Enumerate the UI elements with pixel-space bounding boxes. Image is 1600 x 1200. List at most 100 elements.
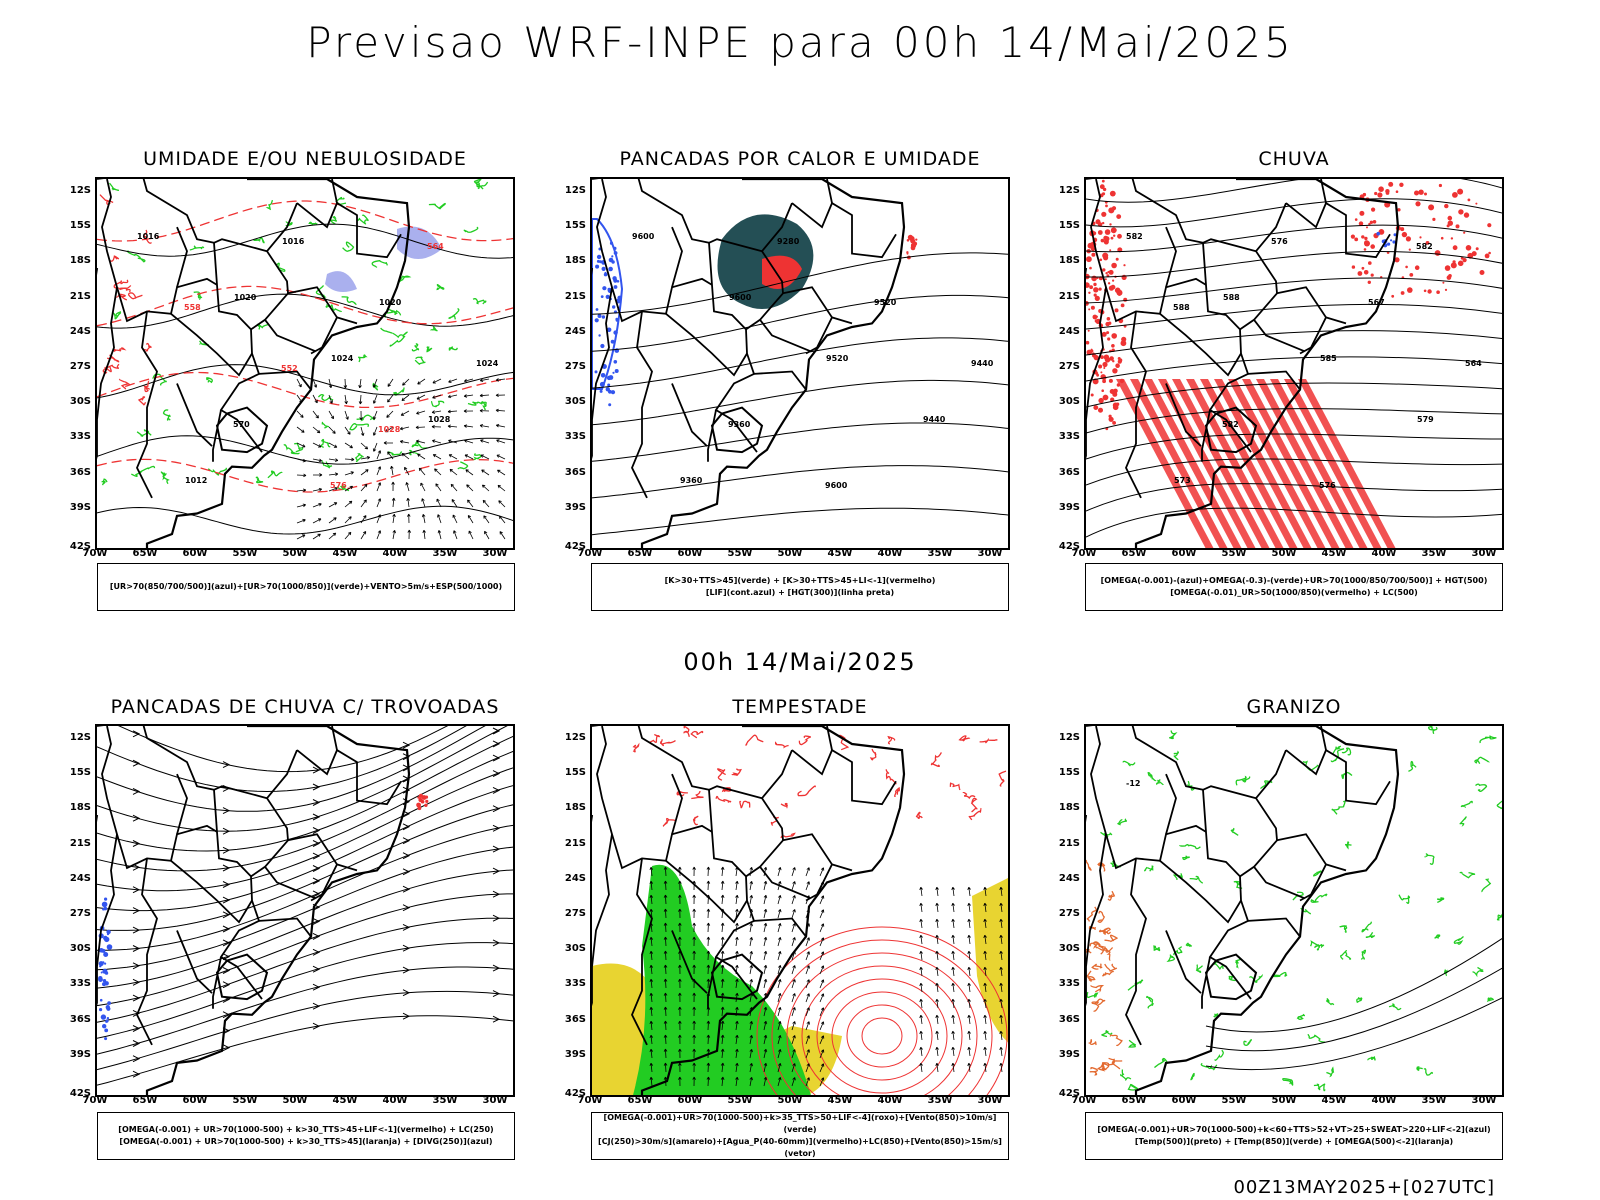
wind-vector xyxy=(777,1077,782,1087)
temp-850-contour xyxy=(1472,966,1484,978)
wind-vector xyxy=(967,934,971,945)
wind-vector xyxy=(749,1048,753,1059)
contour-label: 588 xyxy=(1173,303,1190,312)
temp-850-contour xyxy=(1314,943,1325,948)
rain-cell xyxy=(1103,235,1108,241)
country-border xyxy=(826,726,833,751)
omega-contour xyxy=(1090,985,1105,993)
humidity-contour xyxy=(137,396,147,406)
storm-cell xyxy=(417,796,420,799)
humidity-area xyxy=(325,271,357,293)
height-contour xyxy=(1086,356,1502,382)
temp-850-contour xyxy=(1436,897,1445,904)
country-border xyxy=(1086,287,1107,460)
lifted-index-cell xyxy=(610,390,616,395)
rain-cell xyxy=(1374,191,1378,196)
legend-granizo: [OMEGA(-0.001)+UR>70(1000-500)+k<60+TTS>… xyxy=(1085,1112,1503,1160)
streamline-arrow xyxy=(132,962,141,970)
water-vapor-contour xyxy=(691,790,704,800)
contour-label: 1020 xyxy=(379,298,402,307)
lon-tick-label: 65W xyxy=(1121,1095,1147,1106)
lifted-index-cell xyxy=(610,339,615,344)
humidity-contour xyxy=(476,181,489,190)
temp-850-contour xyxy=(1166,954,1176,963)
humidity-contour xyxy=(448,346,458,351)
wind-vector xyxy=(649,978,654,989)
country-border xyxy=(1090,179,1207,323)
wind-vector xyxy=(951,1030,955,1041)
rain-cell xyxy=(1359,210,1365,216)
rain-cell xyxy=(1104,278,1107,281)
lat-tick-label: 12S xyxy=(69,732,91,743)
rain-cell xyxy=(1088,308,1091,311)
wind-vector xyxy=(448,439,458,444)
wind-vector xyxy=(763,936,768,947)
lifted-index-cell xyxy=(915,238,918,241)
rain-cell xyxy=(1479,270,1485,275)
wind-vector xyxy=(935,982,939,993)
lat-tick-label: 21S xyxy=(69,837,91,849)
pressure-isobar xyxy=(97,293,513,329)
lat-tick-label: 18S xyxy=(1058,802,1080,814)
lifted-index-cell xyxy=(615,318,619,322)
water-vapor-contour xyxy=(968,807,982,821)
wind-vector xyxy=(749,880,753,891)
wind-vector xyxy=(360,469,369,476)
wind-vector xyxy=(649,1048,654,1059)
temp-850-contour xyxy=(1307,1034,1326,1043)
wind-vector xyxy=(692,992,696,1003)
streamline-arrow xyxy=(222,967,231,974)
contour-label: 1012 xyxy=(185,476,207,485)
country-border xyxy=(826,179,833,204)
humidity-contour xyxy=(119,285,132,293)
streamline-arrow xyxy=(132,1070,141,1078)
rain-cell xyxy=(1444,265,1451,271)
country-border xyxy=(753,917,807,938)
temp-850-contour xyxy=(1195,964,1203,973)
rain-cell xyxy=(1450,262,1457,269)
wind-vector xyxy=(720,922,725,933)
humidity-contour xyxy=(354,453,364,463)
legend-line: [OMEGA(-0.001)+UR>70(1000-500)+k<60+TTS>… xyxy=(1097,1125,1491,1134)
rain-cell xyxy=(1104,357,1111,363)
wind-vector xyxy=(649,964,654,975)
streamline-arrow xyxy=(492,867,501,875)
wind-vector xyxy=(763,1062,768,1073)
lagoon-outline xyxy=(1204,953,1258,1001)
rain-cell xyxy=(1385,189,1390,194)
lon-tick-label: 65W xyxy=(132,1095,158,1106)
wind-vector xyxy=(649,880,654,891)
lagoon-outline xyxy=(215,406,269,454)
wind-vector xyxy=(720,1006,725,1017)
lifted-index-cell xyxy=(612,305,616,309)
wind-vector xyxy=(777,909,782,919)
rain-cell xyxy=(1120,303,1125,308)
wind-vector xyxy=(480,454,490,460)
wind-vector xyxy=(312,426,321,434)
lat-tick-label: 33S xyxy=(564,978,586,990)
wind-vector xyxy=(296,410,304,418)
humidity-contour xyxy=(380,327,404,339)
country-border xyxy=(592,834,613,1007)
wind-vector xyxy=(328,517,337,524)
streamline-arrow xyxy=(132,926,141,934)
water-vapor-contour xyxy=(648,734,661,744)
divergence-cell xyxy=(106,929,111,935)
streamline-arrow xyxy=(312,965,321,973)
wind-vector xyxy=(706,880,711,891)
country-border xyxy=(170,313,253,377)
wind-vector xyxy=(967,950,971,961)
lifted-index-cell xyxy=(911,245,914,248)
wind-vector xyxy=(735,1034,739,1045)
lat-tick-label: 30S xyxy=(69,396,91,408)
wind-vector xyxy=(967,982,971,993)
wind-vector xyxy=(416,410,426,415)
wind-vector xyxy=(678,894,682,905)
streamline-arrow xyxy=(222,981,231,989)
lat-tick-label: 39S xyxy=(564,1048,586,1060)
legend-line: [OMEGA(-0.001) + UR>70(1000-500) + k>30_… xyxy=(119,1137,493,1146)
humidity-contour xyxy=(480,401,487,411)
wind-vector xyxy=(663,964,668,975)
country-border xyxy=(287,833,339,902)
lat-tick-label: 12S xyxy=(69,185,91,196)
